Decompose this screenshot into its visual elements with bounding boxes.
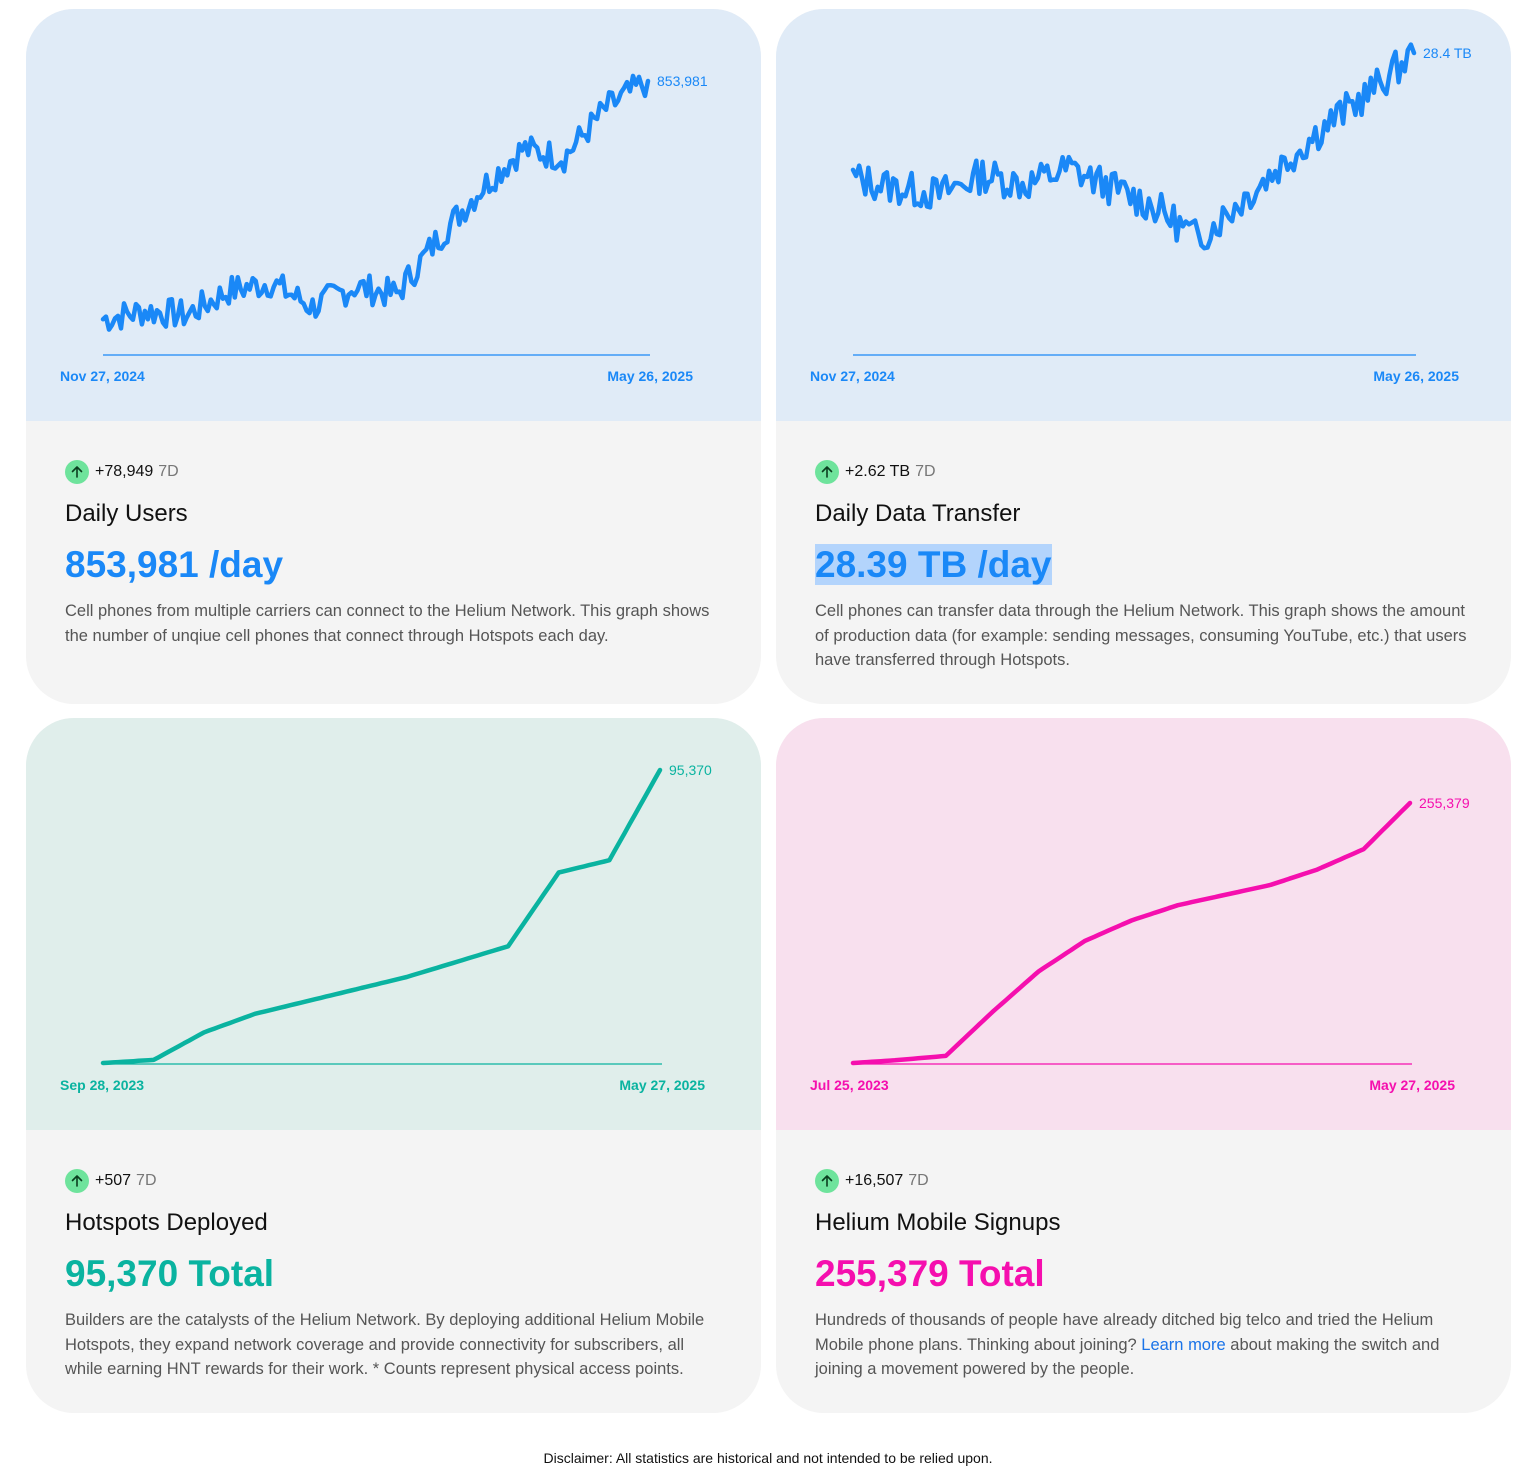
weekly-change: +16,507 7D xyxy=(815,1168,1475,1194)
end-value-label: 255,379 xyxy=(1419,795,1470,811)
helium-mobile-signups-chart[interactable]: 255,379 Jul 25, 2023 May 27, 2025 xyxy=(776,718,1511,1130)
start-date-label: Nov 27, 2024 xyxy=(810,368,895,384)
metric-value: 853,981 /day xyxy=(65,544,284,585)
start-date-label: Jul 25, 2023 xyxy=(810,1077,889,1093)
card-title: Daily Users xyxy=(65,500,188,527)
daily-data-transfer-chart[interactable]: 28.4 TB Nov 27, 2024 May 26, 2025 xyxy=(776,9,1511,421)
arrow-up-icon xyxy=(65,460,89,484)
card-title: Helium Mobile Signups xyxy=(815,1209,1061,1236)
end-value-label: 95,370 xyxy=(669,762,712,778)
helium-mobile-signups-card: 255,379 Jul 25, 2023 May 27, 2025 +16,507 … xyxy=(776,718,1511,1413)
weekly-change: +2.62 TB 7D xyxy=(815,459,1475,485)
daily-users-chart-svg: 853,981 Nov 27, 2024 May 26, 2025 xyxy=(60,73,708,384)
weekly-change-period: 7D xyxy=(136,1172,157,1189)
end-date-label: May 26, 2025 xyxy=(1373,368,1459,384)
card-description: Builders are the catalysts of the Helium… xyxy=(65,1311,705,1378)
card-title: Daily Data Transfer xyxy=(815,500,1021,527)
metric-value-selection: 28.39 TB /day xyxy=(815,544,1052,585)
daily-data-transfer-chart-svg: 28.4 TB Nov 27, 2024 May 26, 2025 xyxy=(810,42,1472,384)
card-description: Hundreds of thousands of people have alr… xyxy=(815,1308,1475,1382)
arrow-up-icon xyxy=(815,1169,839,1193)
arrow-up-icon xyxy=(65,1169,89,1193)
weekly-change-value: +78,949 xyxy=(95,463,154,480)
end-value-label: 853,981 xyxy=(657,73,708,89)
weekly-change-period: 7D xyxy=(915,463,936,480)
series-line xyxy=(850,42,1417,251)
description-text: about making the switch and joining a mo… xyxy=(815,1335,1440,1379)
end-value-label: 28.4 TB xyxy=(1423,45,1472,61)
daily-users-card: 853,981 Nov 27, 2024 May 26, 2025 +78,949 … xyxy=(26,9,761,704)
weekly-change-value: +16,507 xyxy=(845,1172,904,1189)
series-line xyxy=(100,767,663,1066)
arrow-up-icon xyxy=(815,460,839,484)
end-date-label: May 27, 2025 xyxy=(1369,1077,1455,1093)
disclaimer: Disclaimer: All statistics are historica… xyxy=(543,1450,993,1466)
learn-more-link[interactable]: Learn more xyxy=(1141,1335,1226,1354)
weekly-change-period: 7D xyxy=(158,463,179,480)
end-date-label: May 27, 2025 xyxy=(619,1077,705,1093)
metric-value: 255,379 Total xyxy=(815,1253,1045,1294)
series-line xyxy=(100,73,651,332)
card-description: Cell phones from multiple carriers can c… xyxy=(65,602,710,645)
weekly-change: +507 7D xyxy=(65,1168,725,1194)
card-title: Hotspots Deployed xyxy=(65,1209,268,1236)
weekly-change: +78,949 7D xyxy=(65,459,725,485)
hotspots-deployed-card: 95,370 Sep 28, 2023 May 27, 2025 +507 7D H… xyxy=(26,718,761,1413)
start-date-label: Sep 28, 2023 xyxy=(60,1077,144,1093)
weekly-change-value: +507 xyxy=(95,1172,132,1189)
weekly-change-period: 7D xyxy=(908,1172,929,1189)
end-date-label: May 26, 2025 xyxy=(607,368,693,384)
card-description: Cell phones can transfer data through th… xyxy=(815,602,1467,669)
weekly-change-value: +2.62 TB xyxy=(845,463,911,480)
description-text: Hundreds of thousands of people have alr… xyxy=(815,1311,1434,1354)
series-line xyxy=(850,800,1413,1066)
daily-data-transfer-card: 28.4 TB Nov 27, 2024 May 26, 2025 +2.62 TB… xyxy=(776,9,1511,704)
daily-users-chart[interactable]: 853,981 Nov 27, 2024 May 26, 2025 xyxy=(26,9,761,421)
metric-value: 28.39 TB /day xyxy=(815,543,1475,587)
hotspots-deployed-chart-svg: 95,370 Sep 28, 2023 May 27, 2025 xyxy=(60,762,712,1093)
hotspots-deployed-chart[interactable]: 95,370 Sep 28, 2023 May 27, 2025 xyxy=(26,718,761,1130)
metric-value: 95,370 Total xyxy=(65,1253,275,1294)
start-date-label: Nov 27, 2024 xyxy=(60,368,145,384)
helium-mobile-signups-chart-svg: 255,379 Jul 25, 2023 May 27, 2025 xyxy=(810,795,1470,1093)
